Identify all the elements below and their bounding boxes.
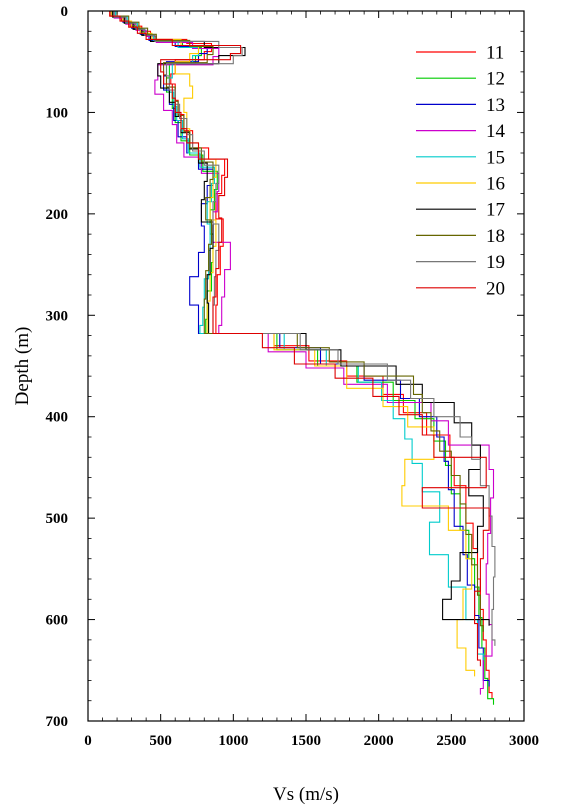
- legend-label-19: 19: [486, 252, 505, 273]
- y-tick-label-2: 200: [46, 207, 69, 223]
- x-tick-label-5: 2500: [436, 733, 466, 749]
- series-line-19: [113, 11, 496, 646]
- y-tick-label-3: 300: [46, 308, 69, 324]
- plot-series-group: [109, 11, 496, 705]
- x-tick-label-4: 2000: [364, 733, 394, 749]
- legend-label-13: 13: [486, 95, 505, 116]
- legend-label-11: 11: [486, 43, 504, 64]
- y-axis-ticks: 0 100 200 300 400 500 600 700: [46, 4, 524, 730]
- x-tick-label-0: 0: [84, 733, 92, 749]
- legend-label-15: 15: [486, 147, 505, 168]
- legend-label-12: 12: [486, 69, 505, 90]
- series-line-15: [115, 11, 484, 661]
- x-tick-label-6: 3000: [509, 733, 539, 749]
- series-line-11: [109, 11, 493, 699]
- x-tick-label-3: 1500: [291, 733, 321, 749]
- legend-label-17: 17: [486, 200, 505, 221]
- y-tick-label-4: 400: [46, 410, 69, 426]
- y-tick-label-5: 500: [46, 511, 69, 527]
- series-line-12: [112, 11, 495, 705]
- y-axis-title: Depth (m): [12, 327, 33, 406]
- x-axis-ticks: 0 500 1000 1500 2000 2500 3000: [84, 11, 539, 749]
- series-line-20: [109, 11, 490, 667]
- x-tick-label-2: 1000: [218, 733, 248, 749]
- x-tick-label-1: 500: [149, 733, 172, 749]
- legend-label-14: 14: [486, 121, 506, 142]
- x-axis-title: Vs (m/s): [273, 784, 339, 805]
- y-tick-label-7: 700: [46, 714, 69, 730]
- legend-label-20: 20: [486, 278, 505, 299]
- legend-label-18: 18: [486, 226, 505, 247]
- y-tick-label-0: 0: [61, 4, 69, 20]
- y-tick-label-6: 600: [46, 613, 69, 629]
- series-line-14: [113, 11, 495, 695]
- legend: 11 12 13 14 15 16 17 18 19 20: [416, 43, 506, 299]
- series-line-18: [116, 11, 484, 632]
- y-tick-label-1: 100: [46, 105, 69, 121]
- legend-label-16: 16: [486, 174, 505, 195]
